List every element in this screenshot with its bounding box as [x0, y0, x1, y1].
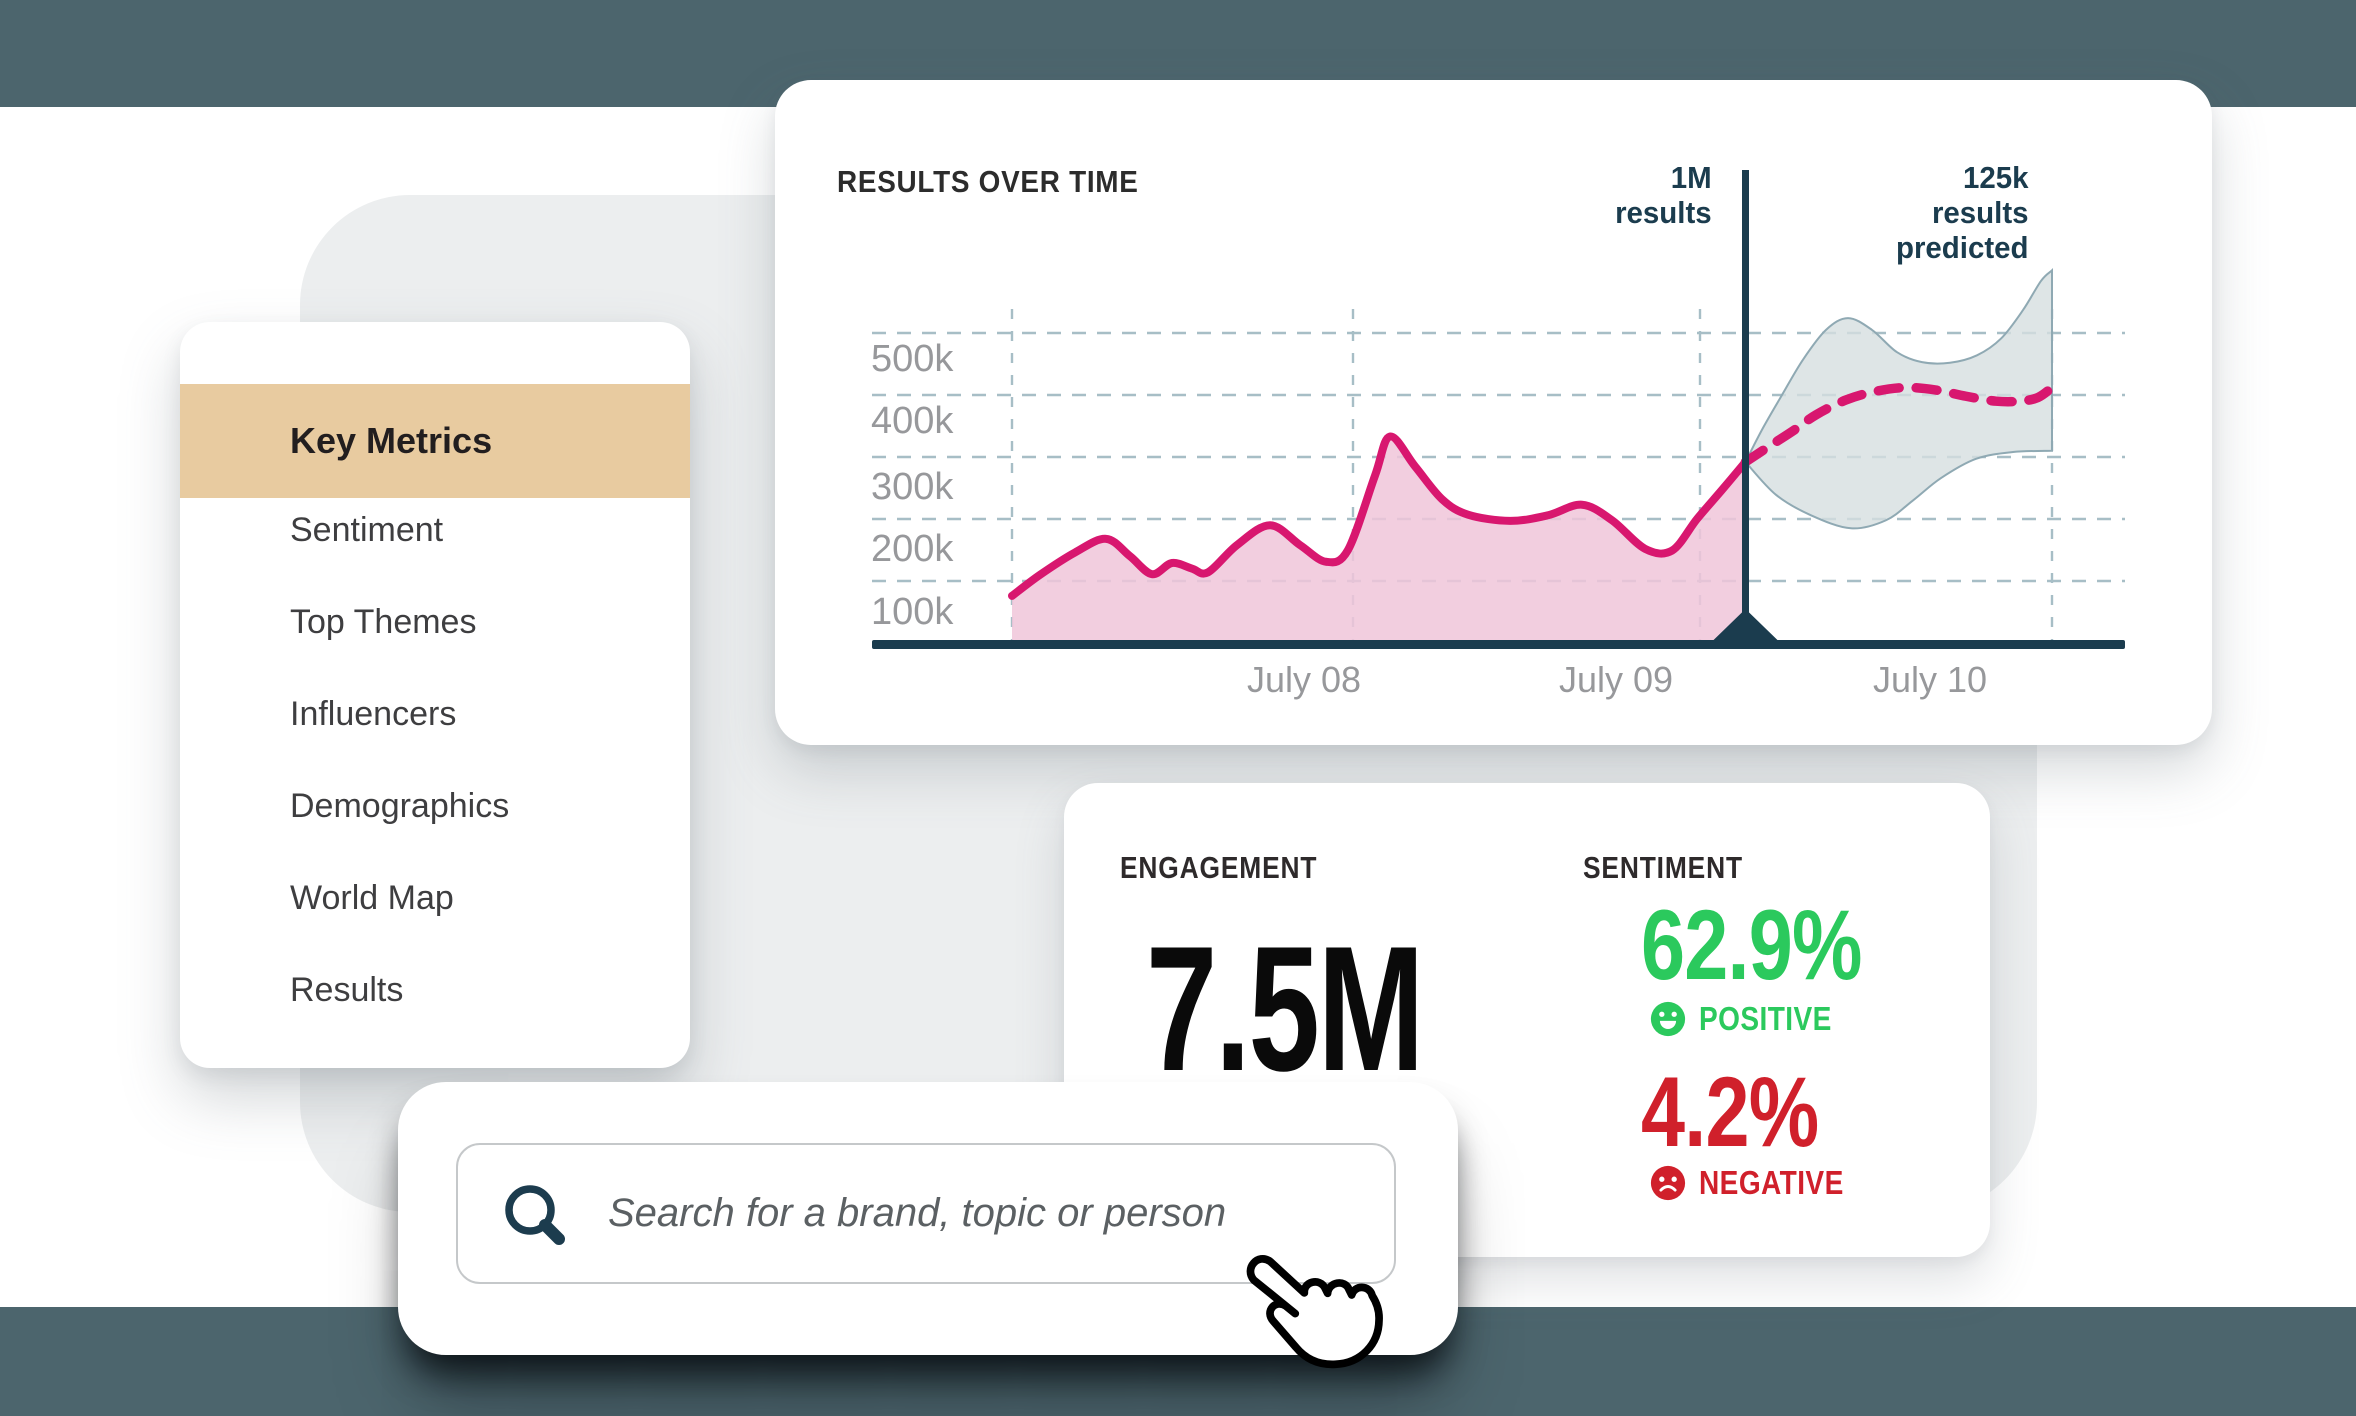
prediction-annotation: 125k results predicted — [1896, 160, 2029, 265]
y-axis-tick-label: 500k — [871, 338, 954, 380]
x-axis-tick-label: July 10 — [1872, 659, 1988, 700]
negative-label: NEGATIVE — [1699, 1164, 1844, 1201]
x-axis-tick-label: July 09 — [1558, 659, 1674, 700]
active-item-highlight — [180, 384, 690, 498]
annotation-line: results — [1615, 195, 1712, 230]
now-marker-annotation: 1M results — [1615, 160, 1712, 230]
sidebar-item-demographics[interactable]: Demographics — [290, 787, 510, 825]
sidebar-item-influencers[interactable]: Influencers — [290, 695, 457, 733]
engagement-label: ENGAGEMENT — [1120, 850, 1318, 885]
y-axis-tick-label: 300k — [871, 466, 954, 508]
positive-sentiment-value: 62.9% — [1641, 889, 1862, 1000]
engagement-value: 7.5M — [1146, 909, 1424, 1108]
x-axis-tick-label: July 08 — [1246, 659, 1362, 700]
positive-sentiment-row: POSITIVE — [1649, 1000, 1855, 1038]
results-over-time-card: RESULTS OVER TIME 1M results 125k result… — [775, 80, 2212, 745]
chart-title: RESULTS OVER TIME — [837, 164, 1139, 199]
annotation-line: 1M — [1671, 160, 1712, 195]
negative-face-icon — [1650, 1165, 1686, 1201]
search-card — [398, 1082, 1458, 1369]
positive-label: POSITIVE — [1699, 1000, 1832, 1037]
sidebar-menu-card: Key Metrics Sentiment Top Themes Influen… — [180, 322, 690, 1068]
y-axis-tick-label: 100k — [871, 591, 954, 633]
sidebar-item-world-map[interactable]: World Map — [290, 879, 454, 917]
annotation-line: 125k — [1963, 160, 2029, 195]
sidebar-item-key-metrics[interactable]: Key Metrics — [290, 420, 493, 461]
y-axis-tick-label: 200k — [871, 528, 954, 570]
results-over-time-chart — [872, 170, 2125, 649]
negative-sentiment-value: 4.2% — [1641, 1056, 1819, 1167]
annotation-line: results — [1932, 195, 2029, 230]
sidebar-item-results[interactable]: Results — [290, 971, 404, 1009]
search-input[interactable] — [456, 1143, 1396, 1284]
positive-face-icon — [1650, 1001, 1686, 1037]
negative-sentiment-row: NEGATIVE — [1649, 1164, 1869, 1202]
annotation-line: predicted — [1896, 230, 2029, 265]
sentiment-label: SENTIMENT — [1583, 850, 1743, 885]
sidebar-item-top-themes[interactable]: Top Themes — [290, 603, 477, 641]
sidebar-item-sentiment[interactable]: Sentiment — [290, 511, 444, 549]
y-axis-tick-label: 400k — [871, 400, 954, 442]
